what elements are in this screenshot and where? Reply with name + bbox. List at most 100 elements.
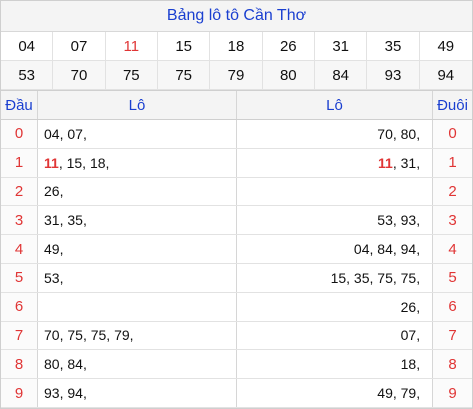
duoi-cell: 3 [432, 206, 472, 235]
dau-cell: 7 [1, 321, 37, 350]
dau-cell: 3 [1, 206, 37, 235]
lo-left-cell: 49, [37, 235, 236, 263]
number-cell: 07 [53, 32, 106, 61]
number-cell: 94 [419, 61, 472, 90]
lo-left-cell: 80, 84, [37, 350, 236, 379]
number-cell: 31 [314, 32, 368, 61]
lo-number: 84 [67, 356, 83, 373]
number-cell: 49 [419, 32, 472, 61]
dau-cell: 1 [1, 148, 37, 177]
duoi-cell: 1 [432, 148, 472, 177]
lo-number: 31 [400, 154, 417, 171]
lo-number: 70 [377, 125, 393, 142]
table-row: 8 80, 84, 18, 8 [1, 350, 472, 380]
header-lo-right: Lô [236, 91, 432, 119]
lo-left-cell: 70, 75, 75, 79, [37, 321, 236, 350]
duoi-cell: 5 [432, 263, 472, 292]
lo-left-cell: 93, 94, [37, 379, 236, 407]
lo-number: 49 [44, 241, 60, 258]
number-cell: 75 [157, 61, 211, 90]
duoi-cell: 2 [432, 177, 472, 206]
lo-number: 49 [377, 385, 393, 402]
number-cell: 11 [105, 32, 158, 61]
dau-cell: 6 [1, 292, 37, 321]
lo-number: 93 [44, 385, 60, 402]
dau-duoi-table: Đầu Lô Lô Đuôi 0 04, 07, 70, 80, 0 1 11, 15… [1, 90, 472, 408]
number-cell: 80 [262, 61, 315, 90]
dau-cell: 0 [1, 120, 37, 148]
number-cell: 70 [53, 61, 106, 90]
lo-number: 35 [353, 269, 370, 286]
table-title: Bảng lô tô Cần Thơ [1, 1, 472, 32]
lo-left-cell: 11, 15, 18, [37, 148, 236, 177]
table-row: 4 49, 04, 84, 94, 4 [1, 235, 472, 264]
table-row: 3 31, 35, 53, 93, 3 [1, 206, 472, 236]
duoi-cell: 0 [432, 120, 472, 148]
lo-number: 53 [44, 269, 60, 286]
duoi-cell: 9 [432, 379, 472, 407]
lo-number: 11 [44, 154, 59, 171]
table-body: 0 04, 07, 70, 80, 0 1 11, 15, 18, 11, 31, 1… [1, 120, 472, 408]
lo-number: 11 [378, 154, 393, 171]
number-cell: 18 [210, 32, 263, 61]
lo-left-cell: 31, 35, [37, 206, 236, 235]
number-cell: 79 [210, 61, 263, 90]
lo-right-cell: 04, 84, 94, [236, 235, 432, 263]
lo-left-cell: 53, [37, 263, 236, 292]
table-row: 7 70, 75, 75, 79, 07, 7 [1, 321, 472, 351]
lo-number: 07 [400, 327, 417, 344]
table-row: 2 26, 2 [1, 177, 472, 207]
dau-cell: 2 [1, 177, 37, 206]
table-row: 9 93, 94, 49, 79, 9 [1, 379, 472, 408]
header-duoi: Đuôi [432, 91, 472, 119]
header-lo-left: Lô [37, 91, 236, 119]
lo-number: 18 [89, 154, 106, 171]
lo-number: 75 [90, 327, 107, 344]
table-row: 1 11, 15, 18, 11, 31, 1 [1, 148, 472, 178]
lo-number: 75 [377, 269, 393, 286]
lo-number: 75 [400, 269, 417, 286]
dau-cell: 5 [1, 263, 37, 292]
lo-number: 26 [400, 298, 417, 315]
number-cell: 93 [367, 61, 420, 90]
dau-cell: 9 [1, 379, 37, 407]
lo-left-cell: 04, 07, [37, 120, 236, 148]
lo-number: 75 [67, 327, 83, 344]
lo-right-cell: 49, 79, [236, 379, 432, 407]
lo-number: 04 [44, 125, 60, 142]
lo-number: 94 [67, 385, 83, 402]
lo-number: 80 [400, 125, 417, 142]
lo-number: 26 [44, 183, 60, 200]
lo-number: 80 [44, 356, 60, 373]
lo-number: 79 [400, 385, 417, 402]
lo-right-cell [236, 177, 432, 206]
lo-number: 15 [66, 154, 83, 171]
number-grid: 04 07 11 15 18 26 31 35 49 53 70 75 75 79 80 84 93 94 [1, 32, 472, 90]
number-cell: 04 [1, 32, 54, 61]
lo-right-cell: 18, [236, 350, 432, 379]
lo-number: 70 [44, 327, 60, 344]
lo-number: 93 [400, 212, 417, 229]
lo-right-cell: 11, 31, [236, 148, 432, 177]
table-row: 0 04, 07, 70, 80, 0 [1, 120, 472, 149]
lo-right-cell: 26, [236, 292, 432, 321]
duoi-cell: 4 [432, 235, 472, 263]
number-cell: 35 [367, 32, 420, 61]
dau-cell: 8 [1, 350, 37, 379]
lo-number: 35 [67, 212, 83, 229]
lo-number: 07 [67, 125, 83, 142]
number-cell: 53 [1, 61, 54, 90]
lo-left-cell: 26, [37, 177, 236, 206]
lo-number: 79 [114, 327, 130, 344]
duoi-cell: 6 [432, 292, 472, 321]
lo-number: 53 [377, 212, 393, 229]
number-cell: 75 [105, 61, 158, 90]
header-dau: Đầu [5, 96, 33, 114]
lo-number: 18 [400, 356, 417, 373]
lo-number: 04 [353, 241, 370, 258]
table-row: 6 26, 6 [1, 292, 472, 322]
lo-number: 31 [44, 212, 60, 229]
duoi-cell: 8 [432, 350, 472, 379]
lo-right-cell: 70, 80, [236, 120, 432, 148]
